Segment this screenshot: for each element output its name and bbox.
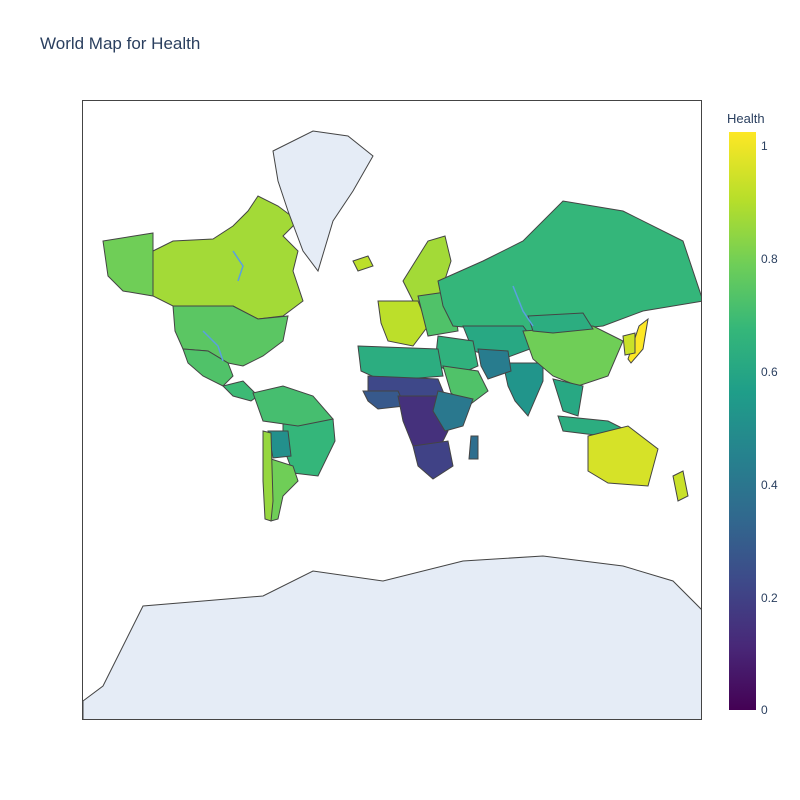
colorbar-tick: 0.2: [761, 591, 778, 605]
region-iceland[interactable]: [352, 255, 374, 272]
region-northern-south-america[interactable]: [252, 385, 334, 427]
region-chile[interactable]: [262, 430, 274, 522]
region-central-america[interactable]: [222, 380, 259, 402]
region-mexico[interactable]: [182, 348, 234, 387]
colorbar-tick: 0.6: [761, 365, 778, 379]
region-east-africa[interactable]: [432, 390, 474, 432]
region-southeast-asia[interactable]: [552, 378, 584, 417]
region-arabian-peninsula[interactable]: [442, 365, 489, 407]
region-madagascar[interactable]: [468, 435, 479, 460]
region-alaska[interactable]: [102, 232, 154, 297]
region-greenland[interactable]: [272, 130, 374, 273]
chart-title: World Map for Health: [40, 34, 201, 53]
river-usa: [202, 330, 224, 362]
map-frame[interactable]: [82, 100, 702, 720]
region-usa[interactable]: [172, 305, 289, 367]
region-western-europe[interactable]: [377, 300, 429, 347]
river-canada: [232, 250, 244, 282]
region-west-africa[interactable]: [362, 390, 406, 410]
region-korea[interactable]: [622, 332, 636, 356]
colorbar: [729, 132, 756, 710]
region-australia[interactable]: [587, 425, 659, 487]
region-pakistan-and-afghanistan[interactable]: [477, 348, 512, 380]
region-antarctica[interactable]: [83, 555, 702, 720]
region-canada[interactable]: [152, 195, 304, 320]
region-argentina[interactable]: [270, 458, 299, 522]
region-new-zealand[interactable]: [672, 470, 689, 502]
colorbar-tick: 0.8: [761, 252, 778, 266]
colorbar-tick: 1: [761, 139, 768, 153]
region-southern-africa[interactable]: [412, 440, 454, 480]
region-russia[interactable]: [437, 200, 702, 332]
region-mongolia[interactable]: [527, 312, 594, 334]
colorbar-title: Health: [727, 111, 765, 126]
colorbar-tick: 0: [761, 703, 768, 717]
colorbar-tick: 0.4: [761, 478, 778, 492]
river-russia: [512, 285, 534, 327]
region-china[interactable]: [522, 325, 624, 387]
world-map[interactable]: [83, 101, 702, 720]
